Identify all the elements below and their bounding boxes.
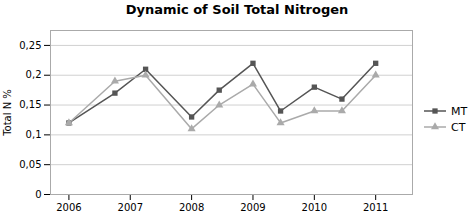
svg-text:0: 0 xyxy=(35,189,41,200)
svg-text:Total N %: Total N % xyxy=(2,89,13,137)
svg-text:0,1: 0,1 xyxy=(26,129,42,140)
svg-text:2009: 2009 xyxy=(240,202,265,213)
svg-text:0,25: 0,25 xyxy=(19,40,41,51)
html-text:Dynamic of Soil Total Nitrogen: Dynamic of Soil Total Nitrogen xyxy=(125,2,349,17)
html-text:CT: CT xyxy=(451,120,466,134)
svg-text:0,2: 0,2 xyxy=(26,69,42,80)
svg-text:0,15: 0,15 xyxy=(19,99,41,110)
svg-text:0,05: 0,05 xyxy=(19,159,41,170)
svg-text:2008: 2008 xyxy=(179,202,204,213)
svg-text:2011: 2011 xyxy=(363,202,388,213)
svg-text:2006: 2006 xyxy=(56,202,81,213)
html-text:MT: MT xyxy=(451,104,468,118)
svg-text:2010: 2010 xyxy=(302,202,327,213)
svg-text:2007: 2007 xyxy=(118,202,143,213)
